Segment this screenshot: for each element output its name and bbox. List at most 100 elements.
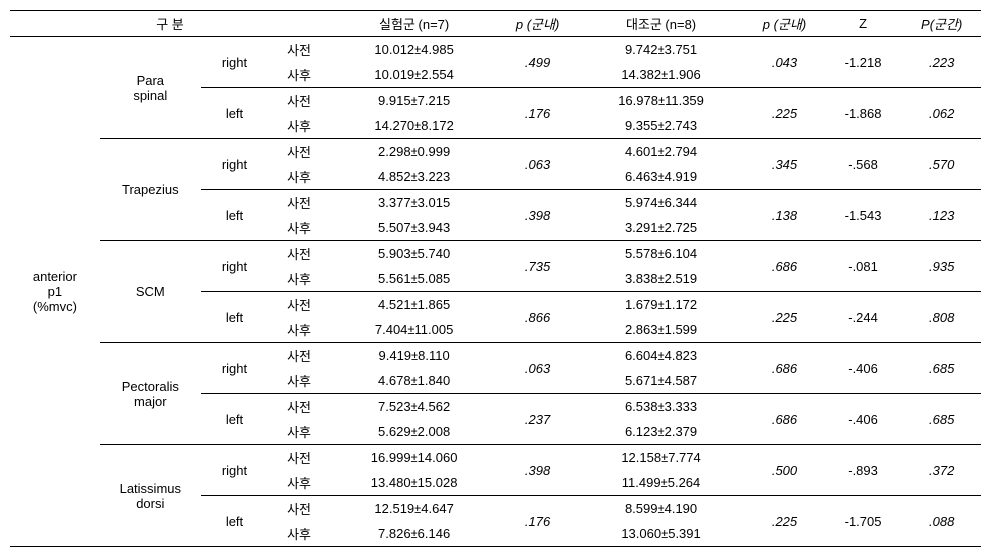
muscle-name-line2: dorsi [104, 496, 197, 511]
header-exp: 실험군 (n=7) [330, 11, 498, 37]
table-row: SCMright사전5.903±5.740.7355.578±6.104.686… [10, 241, 981, 267]
ctrl-value: 12.158±7.774 [577, 445, 745, 471]
muscle-name-line1: Trapezius [104, 182, 197, 197]
row-group-label-line3: (%mvc) [14, 299, 96, 314]
exp-value: 2.298±0.999 [330, 139, 498, 165]
phase-label: 사전 [268, 190, 330, 216]
header-ctrl: 대조군 (n=8) [577, 11, 745, 37]
p-between-value: .808 [902, 292, 981, 343]
muscle-name-line2: spinal [104, 88, 197, 103]
exp-value: 12.519±4.647 [330, 496, 498, 522]
ctrl-value: 11.499±5.264 [577, 470, 745, 496]
phase-label: 사전 [268, 241, 330, 267]
p-within-ctrl: .686 [745, 241, 824, 292]
p-within-ctrl: .225 [745, 88, 824, 139]
exp-value: 4.521±1.865 [330, 292, 498, 318]
p-within-exp: .063 [498, 343, 577, 394]
ctrl-value: 6.604±4.823 [577, 343, 745, 369]
z-value: -.893 [824, 445, 903, 496]
phase-label: 사후 [268, 368, 330, 394]
exp-value: 5.903±5.740 [330, 241, 498, 267]
ctrl-value: 6.538±3.333 [577, 394, 745, 420]
side-label: left [201, 292, 268, 343]
muscle-name: Latissimusdorsi [100, 445, 201, 547]
muscle-name: Pectoralismajor [100, 343, 201, 445]
z-value: -1.218 [824, 37, 903, 88]
ctrl-value: 13.060±5.391 [577, 521, 745, 547]
p-within-ctrl: .345 [745, 139, 824, 190]
exp-value: 10.012±4.985 [330, 37, 498, 63]
phase-label: 사전 [268, 445, 330, 471]
ctrl-value: 1.679±1.172 [577, 292, 745, 318]
phase-label: 사후 [268, 62, 330, 88]
table-body: anteriorp1(%mvc)Paraspinalright사전10.012±… [10, 37, 981, 547]
side-label: right [201, 343, 268, 394]
header-p-between: P(군간) [902, 11, 981, 37]
muscle-name-line1: Para [104, 73, 197, 88]
exp-value: 14.270±8.172 [330, 113, 498, 139]
phase-label: 사전 [268, 343, 330, 369]
z-value: -1.543 [824, 190, 903, 241]
side-label: left [201, 88, 268, 139]
header-p-in-2: p (군내) [745, 11, 824, 37]
p-within-exp: .398 [498, 445, 577, 496]
ctrl-value: 2.863±1.599 [577, 317, 745, 343]
side-label: left [201, 496, 268, 547]
ctrl-value: 6.123±2.379 [577, 419, 745, 445]
side-label: left [201, 190, 268, 241]
header-gubun: 구 분 [10, 11, 330, 37]
z-value: -.568 [824, 139, 903, 190]
phase-label: 사전 [268, 394, 330, 420]
side-label: right [201, 241, 268, 292]
ctrl-value: 3.838±2.519 [577, 266, 745, 292]
side-label: right [201, 37, 268, 88]
ctrl-value: 16.978±11.359 [577, 88, 745, 114]
exp-value: 9.915±7.215 [330, 88, 498, 114]
p-between-value: .570 [902, 139, 981, 190]
table-row: Pectoralismajorright사전9.419±8.110.0636.6… [10, 343, 981, 369]
p-within-exp: .866 [498, 292, 577, 343]
p-within-ctrl: .043 [745, 37, 824, 88]
phase-label: 사전 [268, 496, 330, 522]
p-between-value: .372 [902, 445, 981, 496]
muscle-name-line2: major [104, 394, 197, 409]
ctrl-value: 5.578±6.104 [577, 241, 745, 267]
p-between-value: .123 [902, 190, 981, 241]
p-within-ctrl: .225 [745, 292, 824, 343]
phase-label: 사전 [268, 292, 330, 318]
z-value: -.406 [824, 343, 903, 394]
p-between-value: .223 [902, 37, 981, 88]
header-z: Z [824, 11, 903, 37]
phase-label: 사후 [268, 164, 330, 190]
phase-label: 사후 [268, 470, 330, 496]
phase-label: 사후 [268, 215, 330, 241]
exp-value: 7.826±6.146 [330, 521, 498, 547]
p-within-exp: .735 [498, 241, 577, 292]
muscle-name: SCM [100, 241, 201, 343]
header-p-in-1: p (군내) [498, 11, 577, 37]
exp-value: 5.507±3.943 [330, 215, 498, 241]
ctrl-value: 9.355±2.743 [577, 113, 745, 139]
z-value: -.244 [824, 292, 903, 343]
phase-label: 사후 [268, 521, 330, 547]
ctrl-value: 3.291±2.725 [577, 215, 745, 241]
ctrl-value: 6.463±4.919 [577, 164, 745, 190]
p-within-exp: .237 [498, 394, 577, 445]
p-between-value: .685 [902, 343, 981, 394]
p-within-ctrl: .686 [745, 394, 824, 445]
p-within-ctrl: .686 [745, 343, 824, 394]
ctrl-value: 9.742±3.751 [577, 37, 745, 63]
data-table: 구 분 실험군 (n=7) p (군내) 대조군 (n=8) p (군내) Z … [10, 10, 981, 547]
row-group-label: anteriorp1(%mvc) [10, 37, 100, 547]
ctrl-value: 4.601±2.794 [577, 139, 745, 165]
phase-label: 사전 [268, 37, 330, 63]
muscle-name-line1: SCM [104, 284, 197, 299]
z-value: -1.705 [824, 496, 903, 547]
exp-value: 4.678±1.840 [330, 368, 498, 394]
p-within-exp: .176 [498, 88, 577, 139]
ctrl-value: 5.671±4.587 [577, 368, 745, 394]
muscle-name: Trapezius [100, 139, 201, 241]
ctrl-value: 8.599±4.190 [577, 496, 745, 522]
phase-label: 사후 [268, 419, 330, 445]
p-within-ctrl: .500 [745, 445, 824, 496]
